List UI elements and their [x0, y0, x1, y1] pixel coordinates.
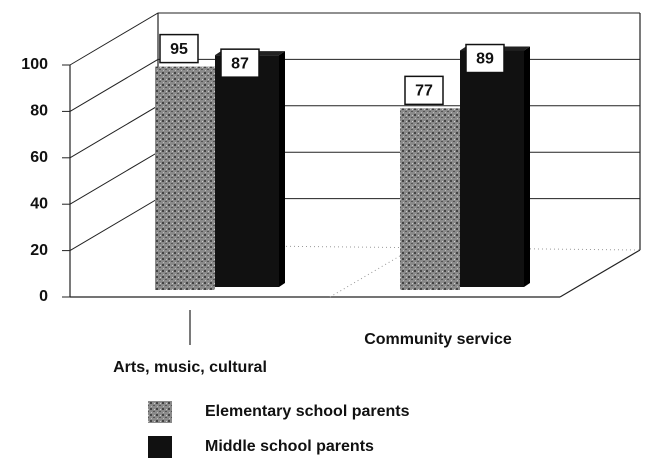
value-label-box [220, 48, 260, 78]
bar [400, 108, 460, 290]
x-tick-label: Community service [364, 331, 512, 348]
legend-swatch [148, 436, 172, 458]
x-tick-label: Arts, music, cultural [113, 359, 267, 376]
bar-side [279, 51, 285, 287]
y-tick-label: 60 [30, 149, 48, 166]
axes-frame [69, 13, 641, 345]
y-tick-label: 100 [21, 56, 48, 73]
value-label: 87 [231, 55, 249, 72]
value-label-box [404, 75, 444, 106]
bar [155, 66, 215, 290]
legend-swatch [148, 401, 172, 423]
grid-line [69, 12, 640, 66]
legend-label: Middle school parents [205, 438, 374, 455]
y-tick-label: 20 [30, 242, 48, 259]
bar-side [524, 46, 530, 287]
value-label: 77 [415, 83, 433, 100]
bar [215, 55, 279, 287]
value-label: 89 [476, 51, 494, 68]
y-tick-label: 80 [30, 103, 48, 120]
floor-diag [329, 249, 411, 298]
value-label-box [465, 43, 505, 74]
y-tick-label: 40 [30, 195, 48, 212]
legend-label: Elementary school parents [205, 403, 410, 420]
bar [460, 50, 524, 287]
value-label-box [159, 33, 199, 64]
y-tick-label: 0 [39, 288, 48, 305]
value-label: 95 [170, 41, 188, 58]
